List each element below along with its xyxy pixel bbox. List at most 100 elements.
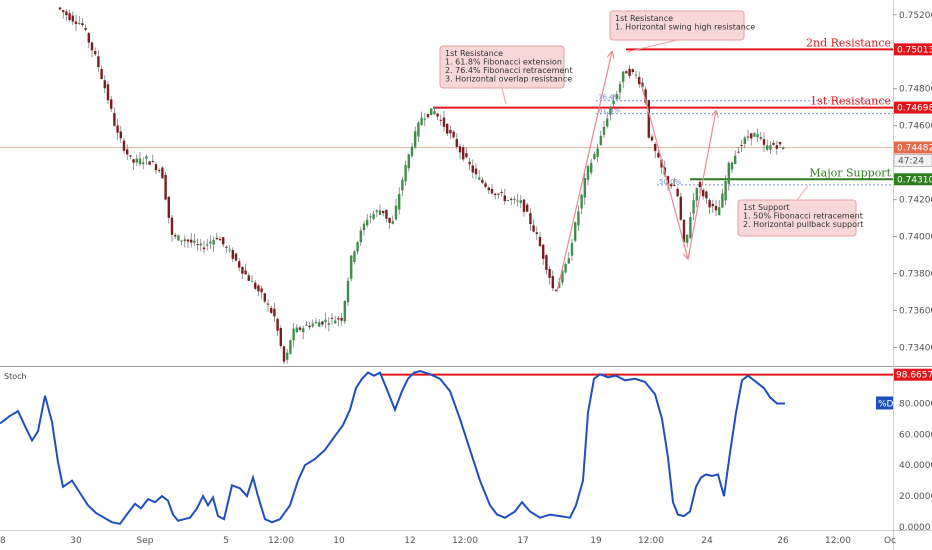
candle-body	[442, 117, 446, 127]
candle-body	[465, 153, 468, 158]
level-badge-label: 0.74310	[897, 175, 932, 185]
candle-body	[292, 328, 295, 341]
candle-body	[724, 181, 727, 201]
candle-body	[394, 205, 398, 220]
candle-body	[103, 80, 106, 89]
annotation-line: 1st Resistance	[445, 49, 503, 58]
fib-level-label: 76.4%	[598, 94, 621, 102]
time-tick-label: 17	[517, 536, 528, 546]
candle-body	[420, 117, 423, 125]
current-price-label: 0.74482	[897, 144, 932, 154]
candle-body	[97, 56, 100, 68]
candle-body	[519, 200, 522, 204]
candle-body	[410, 146, 414, 157]
candle-body	[350, 255, 353, 279]
candle-body	[593, 153, 596, 160]
annotation-box	[609, 10, 745, 41]
candle-body	[606, 118, 609, 127]
candle-body	[714, 205, 718, 211]
projection-arrow	[639, 79, 688, 258]
candle-body	[455, 139, 458, 147]
candle-body	[670, 184, 673, 187]
candle-body	[129, 155, 132, 157]
candle-body	[708, 200, 711, 208]
level-badge-label: 0.75013	[897, 45, 932, 55]
candle-body	[602, 126, 606, 135]
fib-level-label: 50.0%	[659, 178, 682, 186]
candle-body	[260, 288, 263, 293]
candle-body	[503, 195, 506, 202]
candle-body	[551, 276, 554, 289]
candle-body	[126, 149, 129, 155]
candle-body	[62, 10, 65, 13]
candle-body	[327, 323, 330, 325]
candle-body	[532, 225, 535, 232]
time-tick-label: 26	[777, 536, 789, 546]
stoch-d-line	[0, 370, 785, 525]
candle-body	[190, 239, 193, 243]
candle-body	[676, 188, 679, 197]
candle-body	[577, 211, 580, 226]
candle-body	[151, 161, 154, 163]
candle-body	[369, 216, 372, 218]
stoch-tick-label: 40.0000	[899, 461, 932, 471]
candle-body	[778, 142, 782, 145]
candle-body	[727, 162, 730, 184]
candle-body	[183, 239, 186, 241]
candle-body	[407, 154, 410, 169]
candle-body	[154, 164, 158, 171]
candle-body	[279, 327, 282, 346]
candle-body	[510, 198, 513, 200]
candle-body	[702, 189, 705, 197]
candle-body	[711, 203, 714, 207]
candle-body	[241, 266, 244, 274]
candle-body	[225, 246, 228, 248]
candle-body	[298, 327, 302, 330]
candle-body	[94, 51, 97, 55]
candle-body	[762, 139, 766, 145]
support-resistance-levels: 2nd Resistance 1st Resistance Major Suppor…	[0, 36, 893, 181]
candle-body	[58, 7, 62, 10]
candle-body	[340, 317, 343, 321]
candle-body	[462, 147, 465, 160]
candle-body	[90, 42, 94, 51]
candle-body	[84, 27, 87, 30]
level-badge-label: 0.74698	[897, 104, 932, 114]
candle-body	[334, 320, 337, 324]
annotation-line: 2. Horizontal pullback support	[743, 220, 863, 229]
candle-body	[71, 15, 74, 22]
candle-body	[174, 235, 177, 237]
time-tick-label: Oc	[884, 536, 896, 546]
candle-body	[506, 200, 510, 202]
candle-body	[609, 106, 612, 115]
stoch-legend-badge	[876, 396, 893, 410]
candle-body	[122, 140, 126, 151]
candle-body	[487, 187, 490, 191]
candle-body	[228, 249, 231, 251]
candle-body	[78, 23, 81, 25]
annotation-pointer	[796, 185, 809, 201]
candle-body	[356, 242, 359, 252]
projection-arrows	[556, 52, 716, 293]
candle-body	[590, 162, 593, 173]
candle-body	[660, 159, 663, 168]
candle-body	[372, 213, 375, 219]
candle-body	[734, 155, 737, 165]
candle-body	[756, 134, 759, 138]
candle-body	[81, 23, 84, 26]
candle-body	[567, 258, 570, 264]
level-name: 2nd Resistance	[806, 36, 891, 49]
candle-body	[119, 131, 122, 139]
annotation-line: 1st Resistance	[615, 14, 673, 23]
candle-body	[100, 69, 103, 80]
candle-body	[737, 151, 740, 153]
candle-body	[468, 161, 471, 165]
annotation-line: 1. 50% Fibonacci retracement	[743, 212, 863, 221]
candle-body	[638, 77, 641, 85]
candle-body	[516, 200, 519, 202]
candle-body	[436, 113, 439, 117]
